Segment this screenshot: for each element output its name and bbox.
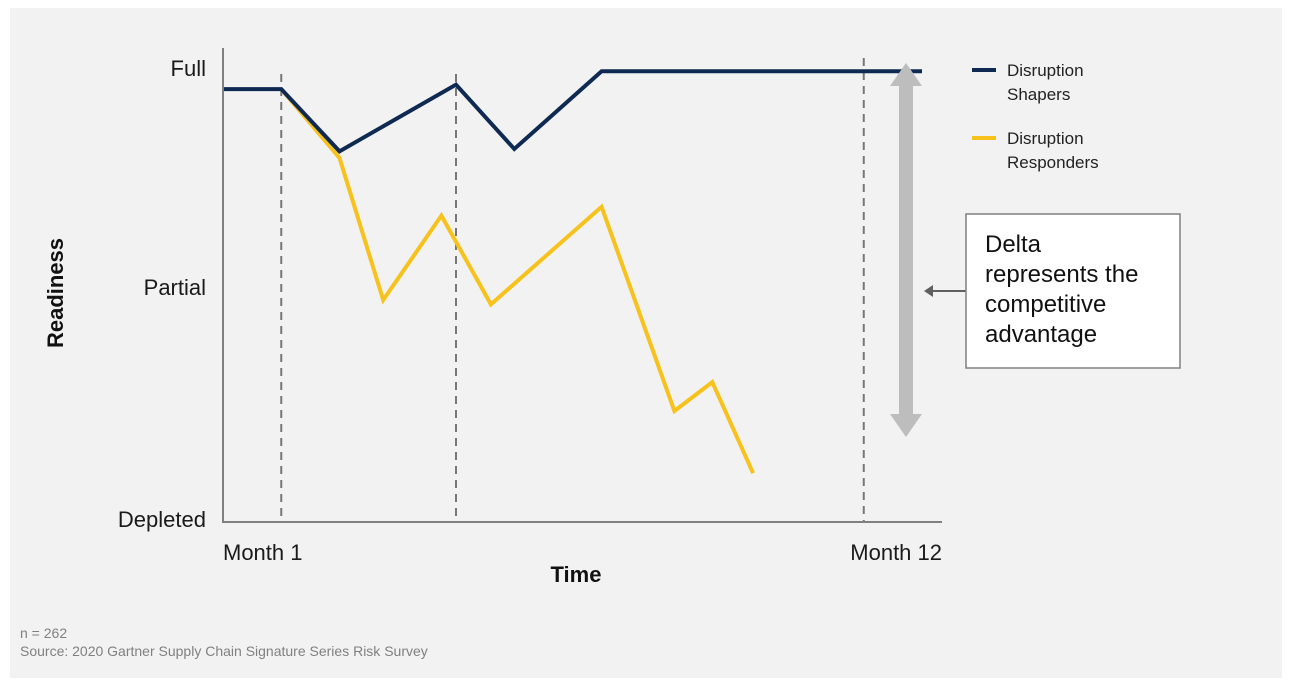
axes [222, 48, 942, 523]
chart-notes: n = 262 Source: 2020 Gartner Supply Chai… [20, 624, 428, 660]
series-line-disruption-shapers [223, 69, 922, 154]
series-lines [223, 69, 922, 475]
legend-label-2-line-2: Responders [1007, 153, 1099, 172]
legend-label-1-line-1: Disruption [1007, 61, 1084, 80]
series-line-disruption-responders [279, 87, 755, 475]
legend: Disruption Shapers Disruption Responders [972, 61, 1099, 172]
y-tick-label-depleted: Depleted [118, 507, 206, 532]
y-tick-labels: Depleted Partial Full [118, 56, 206, 532]
reference-lines [280, 58, 865, 522]
delta-arrow [890, 63, 922, 437]
delta-callout: Delta represents the competitive advanta… [924, 213, 1181, 369]
y-tick-label-full: Full [171, 56, 206, 81]
x-tick-label-first: Month 1 [223, 540, 303, 565]
x-tick-labels: Month 1 Month 12 [223, 540, 942, 565]
callout-line-2: represents the [985, 261, 1138, 288]
callout-line-3: competitive [985, 291, 1106, 318]
chart-panel: Depleted Partial Full Month 1 Month 12 Read… [10, 8, 1282, 678]
y-axis-title: Readiness [43, 238, 68, 348]
source-note: Source: 2020 Gartner Supply Chain Signat… [20, 643, 428, 659]
y-tick-label-partial: Partial [144, 275, 206, 300]
delta-arrow-head-top [890, 63, 922, 86]
legend-label-1-line-2: Shapers [1007, 85, 1070, 104]
callout-box [965, 213, 1181, 369]
sample-size-note: n = 262 [20, 625, 68, 641]
x-axis-title: Time [551, 562, 602, 587]
callout-pointer-head [924, 285, 933, 297]
callout-line-4: advantage [985, 321, 1097, 348]
x-tick-label-last: Month 12 [850, 540, 942, 565]
delta-arrow-head-bottom [890, 414, 922, 437]
callout-line-1: Delta [985, 231, 1042, 258]
line-chart: Depleted Partial Full Month 1 Month 12 Read… [43, 48, 1181, 587]
legend-label-2-line-1: Disruption [1007, 129, 1084, 148]
